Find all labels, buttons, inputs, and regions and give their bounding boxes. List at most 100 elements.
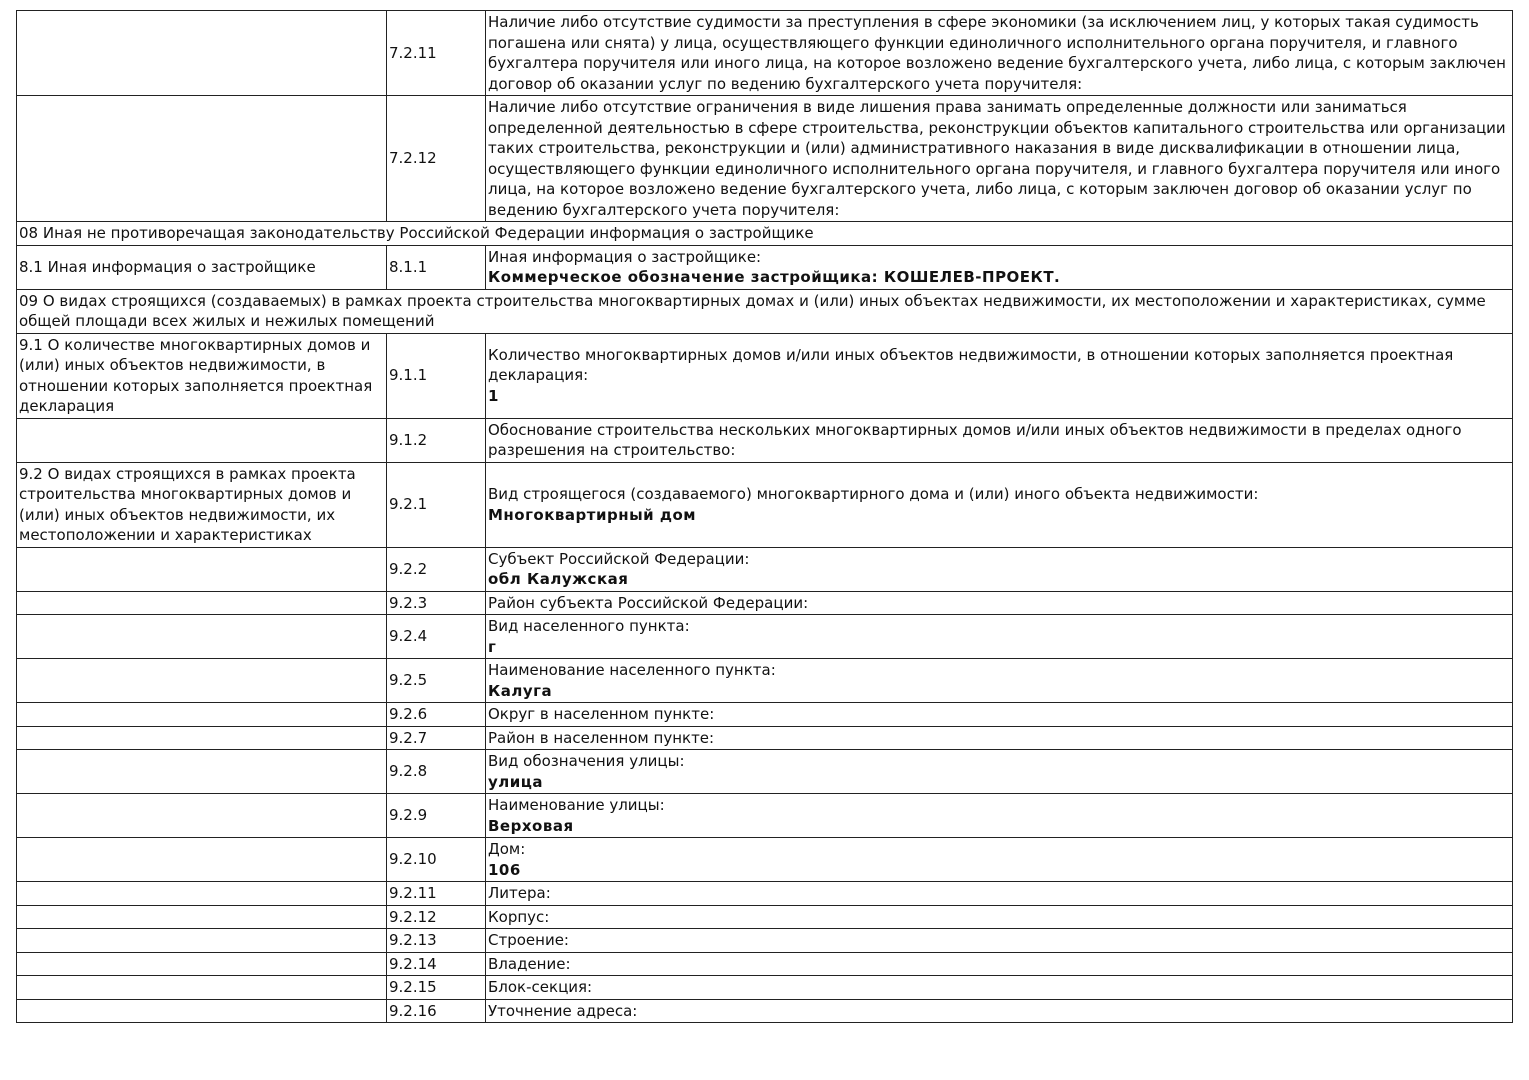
info-cell: Округ в населенном пункте: xyxy=(485,702,1513,727)
field-label: Наличие либо отсутствие ограничения в ви… xyxy=(488,98,1506,219)
code-cell: 9.2.1 xyxy=(386,461,486,548)
group-cell xyxy=(16,793,387,838)
info-cell: Иная информация о застройщике: Коммерческ… xyxy=(485,244,1513,290)
field-label: Район в населенном пункте: xyxy=(488,728,715,747)
code-cell: 9.2.15 xyxy=(386,975,486,1000)
code-cell: 7.2.11 xyxy=(386,10,486,96)
code-cell: 8.1.1 xyxy=(386,244,486,290)
info-cell: Корпус: xyxy=(485,904,1513,929)
field-value: Коммерческое обозначение застройщика: КО… xyxy=(488,268,1061,286)
info-cell: Вид населенного пункта: г xyxy=(485,614,1513,659)
info-cell: Наименование улицы: Верховая xyxy=(485,793,1513,838)
info-cell: Литера: xyxy=(485,881,1513,906)
field-value: 1 xyxy=(488,386,499,405)
field-label: Дом: xyxy=(488,840,526,858)
table-row: 9.1 О количестве многоквартирных домов и… xyxy=(16,332,1513,419)
group-cell xyxy=(16,904,387,929)
code-cell: 9.2.8 xyxy=(386,749,486,794)
info-cell: Владение: xyxy=(485,951,1513,976)
code-cell: 9.2.3 xyxy=(386,590,486,615)
table-row: 9.2.11 Литера: xyxy=(16,881,1513,906)
group-cell: 9.1 О количестве многоквартирных домов и… xyxy=(16,332,387,419)
table-row: 9.1.2 Обоснование строительства нескольки… xyxy=(16,417,1513,463)
field-label: Вид обозначения улицы: xyxy=(488,752,685,770)
info-cell: Блок-секция: xyxy=(485,975,1513,1000)
field-label: Округ в населенном пункте: xyxy=(488,705,715,723)
field-label: Субъект Российской Федерации: xyxy=(488,549,750,568)
code-cell: 9.2.5 xyxy=(386,658,486,703)
group-cell xyxy=(16,725,387,750)
group-cell xyxy=(16,417,387,463)
field-label: Наименование населенного пункта: xyxy=(488,661,776,679)
table-row: 9.2 О видах строящихся в рамках проекта … xyxy=(16,461,1513,548)
field-label: Вид населенного пункта: xyxy=(488,617,690,635)
code-cell: 9.2.6 xyxy=(386,702,486,727)
table-body: 7.2.11 Наличие либо отсутствие судимости … xyxy=(16,10,1513,1023)
group-cell xyxy=(16,749,387,794)
field-label: Наименование улицы: xyxy=(488,796,665,814)
info-cell: Район субъекта Российской Федерации: xyxy=(485,590,1513,615)
field-label: Владение: xyxy=(488,954,571,973)
table-row: 9.2.5 Наименование населенного пункта: Кал… xyxy=(16,658,1513,703)
field-value: г xyxy=(488,637,497,656)
group-cell xyxy=(16,614,387,659)
field-label: Строение: xyxy=(488,931,569,949)
table-row: 9.2.14 Владение: xyxy=(16,951,1513,976)
group-cell xyxy=(16,658,387,703)
table-row: 9.2.3 Район субъекта Российской Федерации… xyxy=(16,590,1513,615)
table-row: 9.2.4 Вид населенного пункта: г xyxy=(16,614,1513,659)
group-cell xyxy=(16,928,387,953)
info-cell: Субъект Российской Федерации: обл Калужск… xyxy=(485,546,1513,592)
table-row: 8.1 Иная информация о застройщике 8.1.1 Ин… xyxy=(16,244,1513,290)
group-cell xyxy=(16,881,387,906)
table-row: 9.2.16 Уточнение адреса: xyxy=(16,998,1513,1023)
group-cell xyxy=(16,975,387,1000)
table-row: 9.2.13 Строение: xyxy=(16,928,1513,953)
table-row: 9.2.15 Блок-секция: xyxy=(16,975,1513,1000)
table-row: 7.2.12 Наличие либо отсутствие ограничени… xyxy=(16,95,1513,222)
group-cell xyxy=(16,837,387,882)
code-cell: 9.2.11 xyxy=(386,881,486,906)
info-cell: Количество многоквартирных домов и/или и… xyxy=(485,332,1513,419)
info-cell: Вид обозначения улицы: улица xyxy=(485,749,1513,794)
field-label: Вид строящегося (создаваемого) многоквар… xyxy=(488,485,1259,503)
code-cell: 9.2.13 xyxy=(386,928,486,953)
field-value: обл Калужская xyxy=(488,570,629,588)
field-label: Количество многоквартирных домов и/или и… xyxy=(488,345,1454,385)
code-cell: 9.2.7 xyxy=(386,725,486,750)
info-cell: Наличие либо отсутствие ограничения в ви… xyxy=(485,95,1513,222)
field-label: Наличие либо отсутствие судимости за пре… xyxy=(488,13,1506,93)
field-value: Многоквартирный дом xyxy=(488,505,697,524)
field-label: Литера: xyxy=(488,884,551,902)
table-row: 09 О видах строящихся (создаваемых) в ра… xyxy=(16,288,1513,334)
group-cell xyxy=(16,546,387,592)
table-row: 08 Иная не противоречащая законодательст… xyxy=(16,221,1513,246)
section-heading: 08 Иная не противоречащая законодательст… xyxy=(16,221,1513,246)
code-cell: 7.2.12 xyxy=(386,95,486,222)
code-cell: 9.2.12 xyxy=(386,904,486,929)
field-label: Корпус: xyxy=(488,907,550,926)
info-cell: Наименование населенного пункта: Калуга xyxy=(485,658,1513,703)
group-cell xyxy=(16,998,387,1023)
info-cell: Обоснование строительства нескольких мно… xyxy=(485,417,1513,463)
group-cell xyxy=(16,95,387,222)
field-value: 106 xyxy=(488,860,521,879)
group-cell xyxy=(16,10,387,96)
table-row: 9.2.10 Дом: 106 xyxy=(16,837,1513,882)
table-row: 9.2.2 Субъект Российской Федерации: обл Ка… xyxy=(16,546,1513,592)
info-cell: Наличие либо отсутствие судимости за пре… xyxy=(485,10,1513,96)
group-cell xyxy=(16,590,387,615)
info-cell: Строение: xyxy=(485,928,1513,953)
section-heading: 09 О видах строящихся (создаваемых) в ра… xyxy=(16,288,1513,334)
field-value: Верховая xyxy=(488,816,574,835)
group-cell xyxy=(16,702,387,727)
field-label: Обоснование строительства нескольких мно… xyxy=(488,420,1462,460)
table-row: 9.2.8 Вид обозначения улицы: улица xyxy=(16,749,1513,794)
code-cell: 9.2.16 xyxy=(386,998,486,1023)
code-cell: 9.2.9 xyxy=(386,793,486,838)
code-cell: 9.2.2 xyxy=(386,546,486,592)
table-row: 9.2.12 Корпус: xyxy=(16,904,1513,929)
code-cell: 9.1.1 xyxy=(386,332,486,419)
code-cell: 9.2.10 xyxy=(386,837,486,882)
field-label: Уточнение адреса: xyxy=(488,1001,638,1020)
